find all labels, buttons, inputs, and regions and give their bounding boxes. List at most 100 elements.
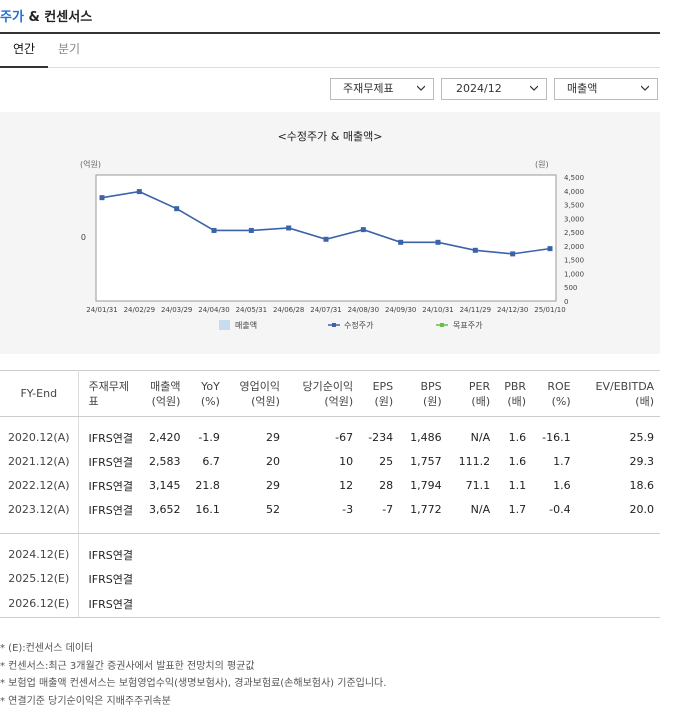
col-net-income: 당기순이익 (억원) (285, 370, 360, 417)
table-cell: IFRS연결 (88, 431, 133, 445)
table-cell: 29.3 (629, 455, 655, 468)
col-fy-end: FY-End (0, 370, 79, 417)
x-tick-label: 24/02/29 (124, 306, 155, 314)
price-point (174, 206, 180, 212)
col-statement: 주재무제표 (78, 370, 138, 417)
title-accent: 주가 (0, 10, 24, 25)
statement-select[interactable]: 주재무제표 (330, 78, 434, 100)
table-cell: 21.8 (195, 479, 220, 492)
table-cell: 1.6 (508, 455, 527, 468)
table-cell (138, 590, 187, 618)
table-cell: 25 (379, 455, 394, 468)
table-cell (496, 567, 532, 591)
y-right-tick: 1,000 (564, 270, 584, 278)
table-cell: 18.6 (629, 479, 655, 492)
table-cell: -1.9 (198, 431, 220, 444)
note-item: * 연결기준 당기순이익은 지배주주귀속분 (0, 695, 171, 707)
table-cell: 1,794 (410, 479, 442, 492)
table-cell (577, 543, 660, 567)
x-tick-label: 24/01/31 (86, 306, 117, 314)
table-cell: IFRS연결 (88, 455, 133, 469)
table-cell: 1.7 (553, 455, 571, 468)
table-cell (186, 590, 226, 618)
table-cell: 111.2 (458, 455, 491, 468)
table-cell: 28 (379, 479, 394, 492)
period-select[interactable]: 2024/12 (441, 78, 547, 100)
col-pbr: PBR (배) (496, 370, 533, 417)
table-cell: 1.6 (553, 479, 571, 492)
legend-price-marker (332, 323, 336, 327)
chart-title: <수정주가 & 매출액> (277, 130, 383, 143)
price-revenue-chart: <수정주가 & 매출액> (억원) (원) 0 4,500 4,000 3,500 3,00… (0, 112, 660, 354)
x-tick-label: 24/03/29 (161, 306, 192, 314)
col-bps: BPS (원) (399, 370, 448, 417)
period-select-value: 2024/12 (456, 82, 502, 95)
y-left-unit: (억원) (80, 159, 101, 169)
table-row: 2024.12(E) IFRS연결 (0, 542, 660, 567)
price-point (99, 195, 105, 201)
col-ev-ebitda: EV/EBITDA (배) (576, 370, 660, 417)
legend-target-marker (440, 323, 444, 327)
table-cell: 29 (265, 479, 280, 492)
table-cell: 2021.12(A) (0, 449, 79, 474)
table-cell: 10 (339, 455, 354, 468)
chevron-down-icon (641, 85, 649, 91)
x-tick-label: 24/10/31 (422, 306, 453, 314)
table-cell: -67 (335, 431, 354, 444)
price-point (435, 239, 441, 245)
table-cell: -7 (382, 503, 394, 516)
table-cell (496, 590, 533, 618)
table-cell (532, 543, 577, 567)
y-left-tick: 0 (81, 233, 86, 242)
y-right-tick: 3,500 (564, 202, 584, 210)
table-cell: 2023.12(A) (0, 497, 79, 522)
table-cell: 1.6 (508, 431, 527, 444)
x-tick-label: 24/09/30 (385, 306, 416, 314)
table-cell (226, 567, 286, 591)
y-right-tick: 2,500 (564, 229, 584, 237)
col-per: PER (배) (447, 370, 497, 417)
table-cell (186, 567, 225, 591)
price-point (360, 227, 366, 233)
table-cell: IFRS연결 (88, 548, 133, 562)
x-tick-label: 24/07/31 (310, 306, 341, 314)
metric-select[interactable]: 매출액 (554, 78, 658, 100)
table-cell (532, 590, 577, 618)
table-cell: N/A (470, 431, 491, 444)
table-cell: 2022.12(A) (0, 473, 79, 498)
table-cell: 1.1 (508, 479, 527, 492)
table-cell: 2025.12(E) (0, 566, 79, 591)
table-cell (399, 590, 448, 618)
footnotes: * (E):컨센서스 데이터 * 컨센서스:최근 3개월간 증권사에서 발표한 … (0, 640, 386, 710)
table-cell (399, 567, 447, 591)
table-cell (138, 543, 186, 567)
x-tick-label: 24/06/28 (273, 306, 304, 314)
table-cell (448, 543, 496, 567)
table-cell: 3,652 (148, 503, 181, 516)
table-cell (359, 543, 399, 567)
table-cell: 1,757 (410, 455, 442, 468)
table-cell: 3,145 (148, 479, 181, 492)
x-tick-label: 24/05/31 (236, 306, 267, 314)
price-point (398, 239, 404, 245)
tab-quarterly[interactable]: 분기 (58, 42, 81, 56)
x-tick-label: 25/01/10 (534, 306, 565, 314)
table-cell: 2026.12(E) (0, 590, 79, 618)
table-cell: 29 (265, 431, 280, 444)
table-cell (496, 543, 532, 567)
table-cell: 25.9 (629, 431, 655, 444)
table-cell: -234 (368, 431, 394, 444)
price-point (286, 225, 292, 231)
table-row: 2021.12(A) IFRS연결 2,583 6.7 20 10 25 1,757 111.2… (0, 449, 660, 474)
tab-annual[interactable]: 연간 (0, 34, 48, 68)
table-cell: -16.1 (542, 431, 571, 444)
table-row: 2025.12(E) IFRS연결 (0, 566, 660, 591)
chevron-down-icon (530, 85, 538, 91)
col-revenue: 매출액 (억원) (138, 370, 187, 417)
table-cell: 20 (265, 455, 280, 468)
statement-select-value: 주재무제표 (343, 82, 394, 95)
y-right-tick: 1,500 (564, 257, 584, 265)
y-right-tick: 2,000 (564, 243, 584, 251)
metric-select-value: 매출액 (567, 82, 598, 95)
table-cell (286, 567, 359, 591)
